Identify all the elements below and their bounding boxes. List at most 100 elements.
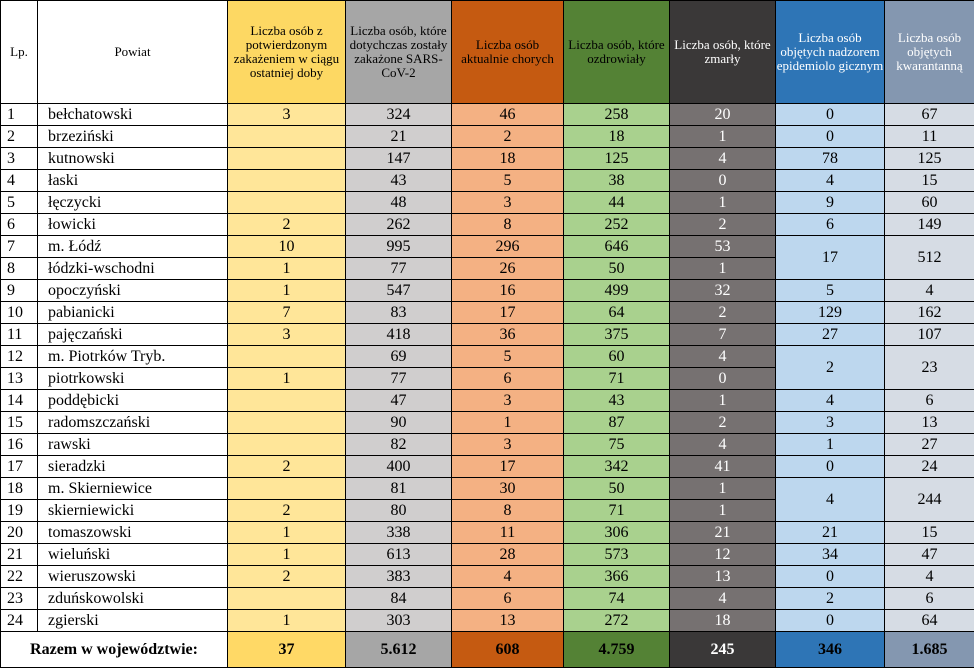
cell-died: 1 bbox=[669, 389, 776, 412]
cell-currently-sick: 8 bbox=[451, 213, 564, 236]
cell-supervision: 3 bbox=[775, 411, 885, 434]
cell-new-cases: 1 bbox=[227, 257, 346, 280]
cell-recovered: 75 bbox=[563, 433, 670, 456]
table-row: 3 kutnowski 147 18 125 4 78 125 bbox=[0, 147, 974, 170]
cell-died: 7 bbox=[669, 323, 776, 346]
cell-quarantine: 6 bbox=[884, 587, 974, 610]
cell-new-cases: 10 bbox=[227, 235, 346, 258]
powiat-name: zduńskowolski bbox=[37, 587, 228, 610]
powiat-name: m. Łódź bbox=[37, 235, 228, 258]
cell-died: 32 bbox=[669, 279, 776, 302]
row-number: 2 bbox=[0, 125, 38, 148]
total-recovered: 4.759 bbox=[563, 631, 670, 668]
row-number: 10 bbox=[0, 301, 38, 324]
powiat-name: m. Skierniewice bbox=[37, 477, 228, 500]
cell-died: 2 bbox=[669, 411, 776, 434]
cell-quarantine: 13 bbox=[884, 411, 974, 434]
table-row: 16 rawski 82 3 75 4 1 27 bbox=[0, 433, 974, 456]
header-row: Lp. Powiat Liczba osób z potwierdzonym z… bbox=[0, 0, 974, 104]
cell-total-infected: 547 bbox=[345, 279, 452, 302]
cell-died: 1 bbox=[669, 477, 776, 500]
cell-supervision: 5 bbox=[775, 279, 885, 302]
cell-died: 4 bbox=[669, 433, 776, 456]
cell-recovered: 50 bbox=[563, 257, 670, 280]
row-number: 15 bbox=[0, 411, 38, 434]
cell-supervision: 4 bbox=[775, 389, 885, 412]
table-row: 10 pabianicki 7 83 17 64 2 129 162 bbox=[0, 301, 974, 324]
table-row: 19 skierniewicki 2 80 8 71 1 bbox=[0, 499, 974, 522]
cell-died: 1 bbox=[669, 125, 776, 148]
cell-currently-sick: 5 bbox=[451, 345, 564, 368]
cell-recovered: 125 bbox=[563, 147, 670, 170]
cell-currently-sick: 28 bbox=[451, 543, 564, 566]
powiat-name: pabianicki bbox=[37, 301, 228, 324]
cell-currently-sick: 36 bbox=[451, 323, 564, 346]
cell-total-infected: 48 bbox=[345, 191, 452, 214]
cell-died: 4 bbox=[669, 147, 776, 170]
row-number: 9 bbox=[0, 279, 38, 302]
row-number: 23 bbox=[0, 587, 38, 610]
row-number: 5 bbox=[0, 191, 38, 214]
cell-total-infected: 77 bbox=[345, 257, 452, 280]
cell-new-cases: 1 bbox=[227, 543, 346, 566]
cell-currently-sick: 6 bbox=[451, 587, 564, 610]
cell-quarantine: 149 bbox=[884, 213, 974, 236]
cell-quarantine: 64 bbox=[884, 609, 974, 632]
cell-total-infected: 262 bbox=[345, 213, 452, 236]
cell-total-infected: 147 bbox=[345, 147, 452, 170]
table-row: 5 łęczycki 48 3 44 1 9 60 bbox=[0, 191, 974, 214]
cell-currently-sick: 26 bbox=[451, 257, 564, 280]
cell-died: 0 bbox=[669, 169, 776, 192]
cell-recovered: 252 bbox=[563, 213, 670, 236]
table-row: 20 tomaszowski 1 338 11 306 21 21 15 bbox=[0, 521, 974, 544]
cell-new-cases bbox=[227, 477, 346, 500]
totals-label: Razem w województwie: bbox=[0, 631, 228, 668]
row-number: 24 bbox=[0, 609, 38, 632]
cell-supervision: 4 bbox=[775, 477, 885, 522]
cell-recovered: 375 bbox=[563, 323, 670, 346]
table-row: 8 łódzki-wschodni 1 77 26 50 1 bbox=[0, 257, 974, 280]
cell-new-cases bbox=[227, 169, 346, 192]
cell-new-cases bbox=[227, 587, 346, 610]
cell-new-cases: 2 bbox=[227, 565, 346, 588]
cell-total-infected: 383 bbox=[345, 565, 452, 588]
powiat-name: kutnowski bbox=[37, 147, 228, 170]
cell-quarantine: 162 bbox=[884, 301, 974, 324]
header-powiat: Powiat bbox=[37, 0, 228, 104]
powiat-name: wieruszowski bbox=[37, 565, 228, 588]
cell-died: 21 bbox=[669, 521, 776, 544]
row-number: 7 bbox=[0, 235, 38, 258]
row-number: 16 bbox=[0, 433, 38, 456]
cell-total-infected: 21 bbox=[345, 125, 452, 148]
row-number: 12 bbox=[0, 345, 38, 368]
cell-supervision: 9 bbox=[775, 191, 885, 214]
cell-total-infected: 338 bbox=[345, 521, 452, 544]
cell-recovered: 87 bbox=[563, 411, 670, 434]
row-number: 3 bbox=[0, 147, 38, 170]
table-body: 1 bełchatowski 3 324 46 258 20 0 67 2 brzeziński 21… bbox=[0, 103, 974, 632]
powiat-name: łęczycki bbox=[37, 191, 228, 214]
powiat-name: radomszczański bbox=[37, 411, 228, 434]
cell-recovered: 50 bbox=[563, 477, 670, 500]
cell-total-infected: 47 bbox=[345, 389, 452, 412]
powiat-name: sieradzki bbox=[37, 455, 228, 478]
cell-currently-sick: 17 bbox=[451, 455, 564, 478]
powiat-name: bełchatowski bbox=[37, 103, 228, 126]
cell-currently-sick: 3 bbox=[451, 389, 564, 412]
cell-total-infected: 81 bbox=[345, 477, 452, 500]
cell-quarantine: 47 bbox=[884, 543, 974, 566]
table-row: 9 opoczyński 1 547 16 499 32 5 4 bbox=[0, 279, 974, 302]
cell-supervision: 34 bbox=[775, 543, 885, 566]
cell-total-infected: 90 bbox=[345, 411, 452, 434]
cell-supervision: 0 bbox=[775, 125, 885, 148]
header-quarantine: Liczba osób objętych kwarantanną bbox=[884, 0, 974, 104]
table-row: 2 brzeziński 21 2 18 1 0 11 bbox=[0, 125, 974, 148]
cell-new-cases: 1 bbox=[227, 367, 346, 390]
cell-quarantine: 11 bbox=[884, 125, 974, 148]
cell-currently-sick: 3 bbox=[451, 433, 564, 456]
cell-quarantine: 60 bbox=[884, 191, 974, 214]
total-supervision: 346 bbox=[775, 631, 885, 668]
row-number: 11 bbox=[0, 323, 38, 346]
powiat-name: brzeziński bbox=[37, 125, 228, 148]
cell-new-cases: 2 bbox=[227, 499, 346, 522]
